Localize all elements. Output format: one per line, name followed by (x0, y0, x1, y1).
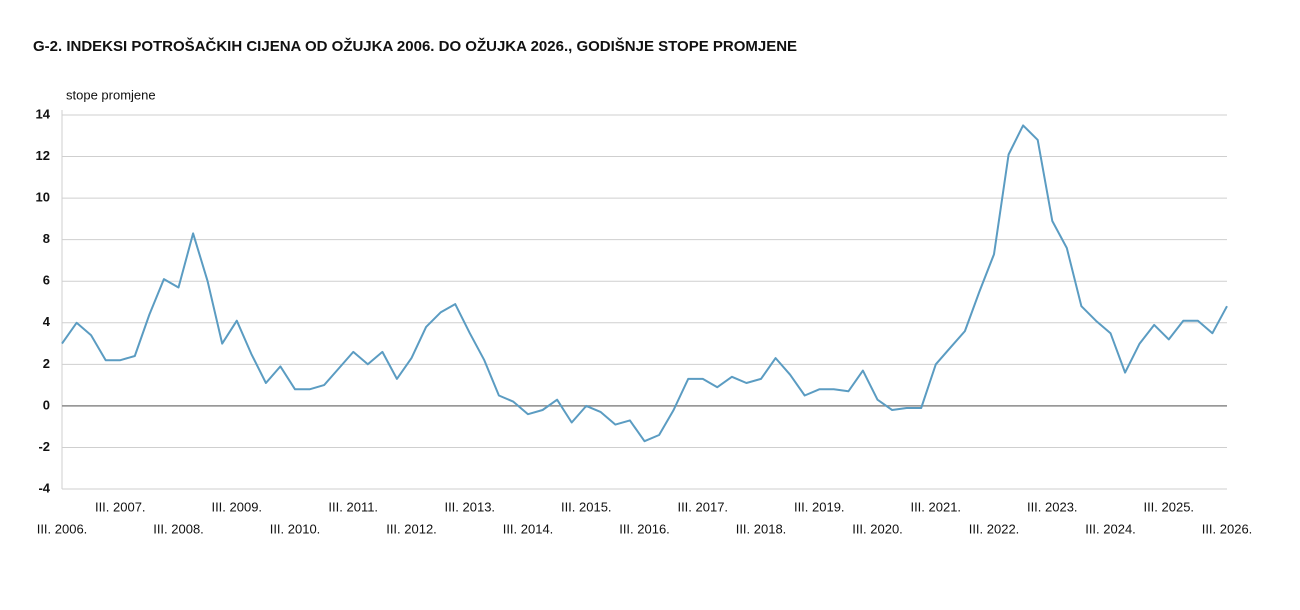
y-tick-label: 4 (43, 314, 51, 329)
y-tick-label: -4 (38, 480, 50, 495)
y-tick-label: 6 (43, 273, 50, 288)
y-tick-label: -2 (38, 439, 50, 454)
y-tick-label: 14 (36, 106, 51, 121)
data-line (61, 124, 1228, 443)
y-tick-label: 10 (36, 190, 50, 205)
chart-title: G-2. INDEKSI POTROŠAČKIH CIJENA OD OŽUJK… (33, 37, 797, 55)
y-tick-label: 2 (43, 356, 50, 371)
x-tick-label: III. 2011. (328, 499, 378, 514)
y-tick-label: 0 (43, 397, 50, 412)
x-tick-label: III. 2006. (37, 521, 88, 536)
y-axis-label: stope promjene (66, 87, 156, 102)
x-tick-label: III. 2013. (444, 499, 495, 514)
x-tick-label: III. 2016. (619, 521, 670, 536)
x-tick-label: III. 2026. (1202, 521, 1253, 536)
x-tick-label: III. 2020. (852, 521, 903, 536)
x-tick-label: III. 2008. (153, 521, 204, 536)
y-tick-label: 8 (43, 231, 50, 246)
x-tick-label: III. 2018. (736, 521, 787, 536)
x-tick-label: III. 2022. (969, 521, 1020, 536)
x-tick-label: III. 2015. (561, 499, 612, 514)
x-tick-label: III. 2012. (386, 521, 437, 536)
y-tick-label: 12 (36, 148, 50, 163)
x-tick-label: III. 2010. (270, 521, 321, 536)
x-tick-label: III. 2014. (503, 521, 554, 536)
x-tick-label: III. 2024. (1085, 521, 1136, 536)
x-tick-label: III. 2009. (211, 499, 262, 514)
x-tick-label: III. 2023. (1027, 499, 1078, 514)
x-tick-label: III. 2025. (1143, 499, 1194, 514)
x-tick-label: III. 2021. (910, 499, 961, 514)
x-tick-label: III. 2007. (95, 499, 146, 514)
x-tick-label: III. 2019. (794, 499, 845, 514)
x-tick-label: III. 2017. (677, 499, 728, 514)
